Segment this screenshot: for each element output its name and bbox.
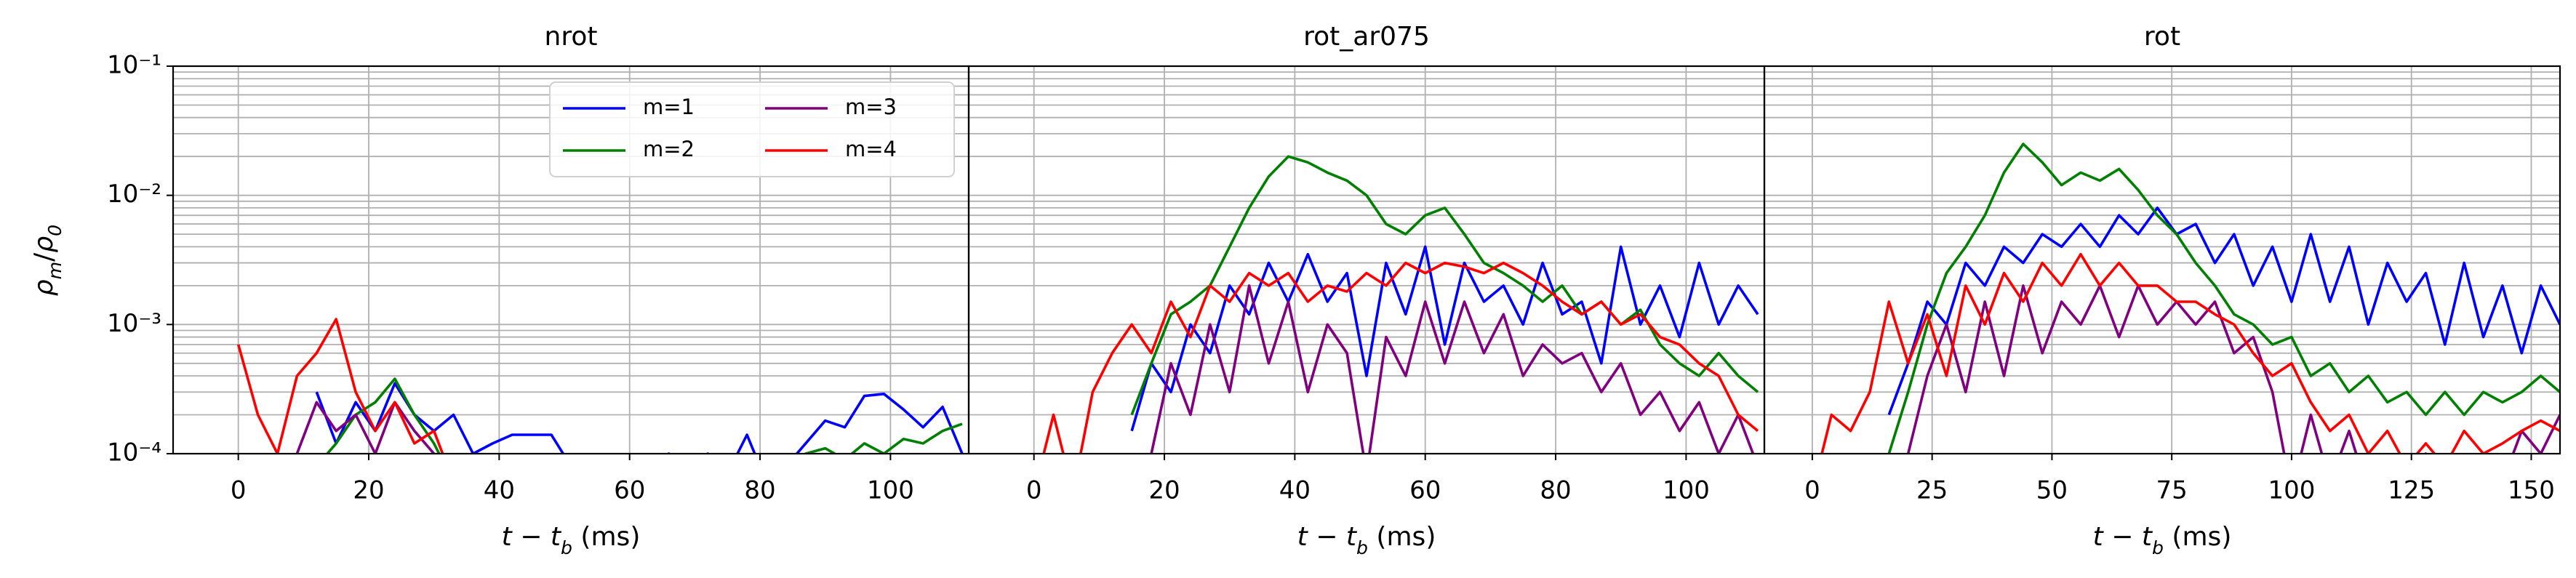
series-line (1820, 252, 2560, 454)
x-axis-label: t − tb (ms) (502, 522, 641, 558)
legend-label: m=3 (845, 95, 897, 119)
y-tick-label: 10⁻³ (107, 309, 161, 338)
x-tick-label: 125 (2388, 476, 2435, 505)
legend-label: m=4 (845, 137, 897, 161)
x-axis-label: t − tb (ms) (1297, 522, 1436, 558)
x-tick-label: 60 (1409, 476, 1441, 505)
x-tick-label: 0 (1026, 476, 1042, 505)
series-line (1887, 143, 2560, 454)
series-line (236, 318, 444, 454)
panel-title: nrot (545, 22, 598, 52)
x-tick-label: 100 (2268, 476, 2315, 505)
legend-label: m=2 (643, 137, 695, 161)
series-line (295, 401, 436, 454)
x-tick-label: 20 (353, 476, 384, 505)
x-tick-label: 75 (2156, 476, 2188, 505)
axes-frame (1763, 65, 2561, 455)
series-line (1130, 245, 1759, 432)
series-line (1906, 284, 2560, 454)
series-line (315, 382, 964, 454)
legend-box (549, 81, 955, 177)
x-tick-label: 25 (1916, 476, 1948, 505)
axes-frame (967, 65, 1766, 455)
x-tick-label: 80 (1540, 476, 1571, 505)
series-line (325, 377, 963, 454)
x-tick-label: 60 (614, 476, 645, 505)
x-tick-label: 50 (2036, 476, 2068, 505)
x-tick-label: 100 (867, 476, 914, 505)
y-tick-label: 10⁻¹ (107, 51, 161, 80)
series-line (1887, 206, 2560, 416)
panel-title: rot_ar075 (1303, 22, 1430, 52)
x-tick-label: 20 (1148, 476, 1180, 505)
x-tick-label: 0 (231, 476, 247, 505)
x-tick-label: 0 (1804, 476, 1820, 505)
series-line (1150, 284, 1755, 454)
x-tick-label: 40 (1279, 476, 1311, 505)
x-axis-label: t − tb (ms) (2093, 522, 2232, 558)
y-tick-label: 10⁻⁴ (107, 438, 161, 467)
x-tick-label: 80 (744, 476, 775, 505)
series-line (1130, 155, 1759, 416)
y-tick-label: 10⁻² (107, 180, 161, 209)
panel-title: rot (2144, 22, 2180, 52)
x-tick-label: 40 (484, 476, 515, 505)
series-line (1042, 261, 1759, 454)
x-tick-label: 100 (1663, 476, 1710, 505)
x-tick-label: 150 (2508, 476, 2555, 505)
y-axis-label: ρm/ρ0 (29, 225, 65, 296)
legend-label: m=1 (643, 95, 695, 119)
